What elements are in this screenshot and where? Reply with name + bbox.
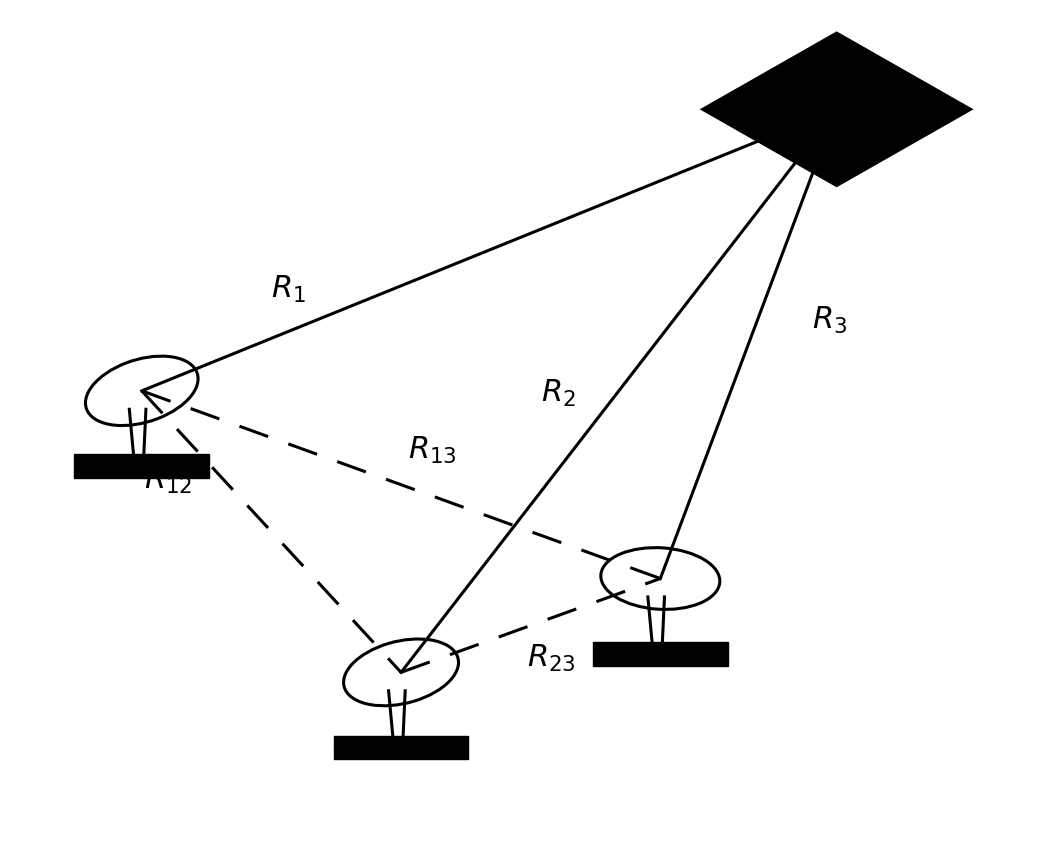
Text: $R_{13}$: $R_{13}$ [408, 435, 456, 466]
Bar [75, 454, 209, 478]
Text: $R_{23}$: $R_{23}$ [528, 643, 576, 675]
Bar [333, 735, 469, 759]
Text: $R_2$: $R_2$ [541, 378, 576, 409]
Text: $R_3$: $R_3$ [812, 305, 847, 336]
Text: $R_1$: $R_1$ [270, 274, 306, 305]
Bar [593, 642, 727, 666]
Polygon shape [702, 33, 971, 186]
Text: $R_{12}$: $R_{12}$ [144, 466, 192, 496]
